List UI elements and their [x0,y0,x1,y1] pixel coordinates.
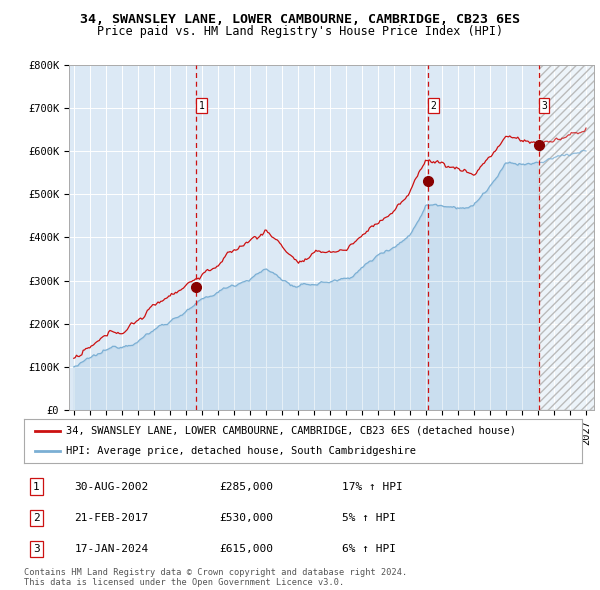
Text: 1: 1 [199,101,205,111]
Text: 2: 2 [430,101,436,111]
Text: 5% ↑ HPI: 5% ↑ HPI [342,513,396,523]
Text: 2: 2 [33,513,40,523]
Text: £615,000: £615,000 [220,544,273,554]
Text: 3: 3 [541,101,547,111]
Text: 17-JAN-2024: 17-JAN-2024 [74,544,148,554]
Text: Price paid vs. HM Land Registry's House Price Index (HPI): Price paid vs. HM Land Registry's House … [97,25,503,38]
Text: 34, SWANSLEY LANE, LOWER CAMBOURNE, CAMBRIDGE, CB23 6ES: 34, SWANSLEY LANE, LOWER CAMBOURNE, CAMB… [80,13,520,26]
Text: 1: 1 [33,481,40,491]
Text: 17% ↑ HPI: 17% ↑ HPI [342,481,403,491]
Bar [539,65,600,410]
Text: 30-AUG-2002: 30-AUG-2002 [74,481,148,491]
Text: 6% ↑ HPI: 6% ↑ HPI [342,544,396,554]
Text: Contains HM Land Registry data © Crown copyright and database right 2024.
This d: Contains HM Land Registry data © Crown c… [24,568,407,587]
Text: HPI: Average price, detached house, South Cambridgeshire: HPI: Average price, detached house, Sout… [66,446,416,456]
Text: 21-FEB-2017: 21-FEB-2017 [74,513,148,523]
Text: 3: 3 [33,544,40,554]
Text: 34, SWANSLEY LANE, LOWER CAMBOURNE, CAMBRIDGE, CB23 6ES (detached house): 34, SWANSLEY LANE, LOWER CAMBOURNE, CAMB… [66,426,516,436]
Bar [539,65,600,410]
Text: £530,000: £530,000 [220,513,273,523]
Text: £285,000: £285,000 [220,481,273,491]
